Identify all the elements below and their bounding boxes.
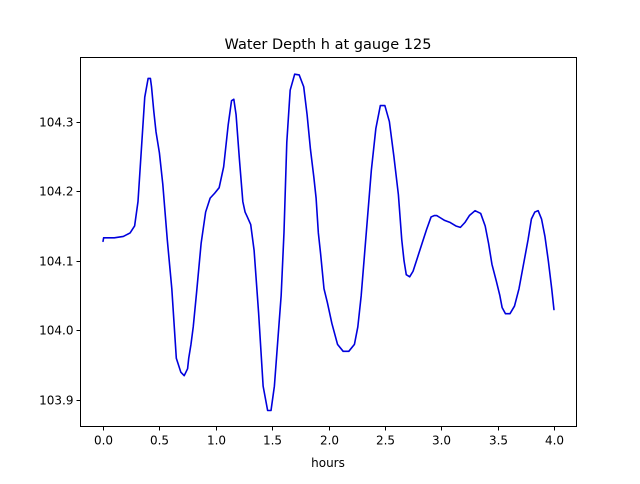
- x-tick-label: 1.0: [207, 434, 226, 448]
- x-axis-label: hours: [311, 456, 345, 470]
- x-tick-label: 2.0: [320, 434, 339, 448]
- plot-frame: [80, 57, 577, 427]
- x-tick-label: 4.0: [545, 434, 564, 448]
- y-tick-label: 104.0: [39, 324, 73, 338]
- x-tick-label: 1.5: [263, 434, 282, 448]
- x-tick-label: 2.5: [376, 434, 395, 448]
- chart-title: Water Depth h at gauge 125: [225, 37, 432, 53]
- series-line-0: [102, 73, 555, 412]
- y-tick-label: 104.2: [39, 185, 73, 199]
- y-tick-label: 104.1: [39, 255, 73, 269]
- y-axis: 103.9 104.0 104.1 104.2 104.3: [39, 116, 81, 408]
- x-axis: 0.0 0.5 1.0 1.5 2.0 2.5 3.0 3.5 4.0: [94, 426, 564, 448]
- x-tick-label: 3.5: [489, 434, 508, 448]
- y-tick-label: 104.3: [39, 116, 73, 130]
- x-tick-label: 0.5: [150, 434, 169, 448]
- y-tick-label: 103.9: [39, 394, 73, 408]
- x-tick-label: 0.0: [94, 434, 113, 448]
- x-tick-label: 3.0: [432, 434, 451, 448]
- plot-area: [102, 73, 555, 412]
